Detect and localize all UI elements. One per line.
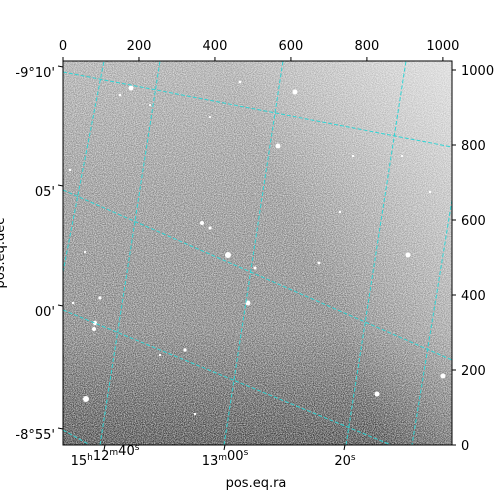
star-source [440,373,446,379]
star-source [193,412,197,416]
ra-tick-mark [103,444,106,451]
star-source [405,252,411,258]
grid-line [223,61,284,445]
grid-line [63,189,452,361]
ra-tick-label: 15h12m40s [71,443,140,469]
right-tick-label: 200 [461,364,486,379]
right-tick-label: 600 [461,214,486,229]
ra-tick-label: 13m00s [202,448,249,469]
grid-line [99,61,161,445]
star-source [253,266,257,270]
star-source [400,154,404,158]
star-source [118,93,122,97]
right-tick-label: 1000 [461,64,494,79]
star-source [225,252,231,258]
grid-line [63,309,393,445]
top-tick-label: 600 [279,39,304,54]
top-tick-label: 200 [127,39,152,54]
dec-tick-mark [57,427,64,430]
right-tick-label: 800 [461,139,486,154]
sky-image [63,61,452,445]
dec-tick-label: 00' [35,305,55,320]
dec-tick-label: -8°55' [15,428,55,443]
dec-tick-label: -9°10' [15,66,55,81]
star-source [351,154,355,158]
coordinate-grid [63,61,452,445]
grid-line [63,429,91,445]
star-source [68,168,72,172]
dec-tick-label: 05' [35,185,55,200]
axes: 0 200 400 600 800 1000 0 200 400 600 800 1000 -9°10'… [15,39,494,469]
star-source [238,80,242,84]
grid-line [345,61,407,445]
ra-tick-mark [343,444,346,451]
star-source [292,89,298,95]
star-source [92,327,96,331]
star-source [71,301,75,305]
star-sources [68,80,446,416]
grid-line [63,71,452,148]
star-source [245,300,251,306]
top-tick-label: 400 [203,39,228,54]
top-tick-label: 1000 [426,39,459,54]
ra-tick-mark [223,444,226,451]
dec-tick-mark [57,65,64,68]
star-source [428,190,432,194]
dec-axis-label: pos.eq.dec [0,218,8,289]
star-source [128,85,134,91]
right-tick-label: 0 [461,439,469,454]
dec-tick-mark [57,184,64,187]
star-source [83,396,89,402]
grid-line [411,199,452,445]
star-source [275,143,281,149]
star-source [200,221,204,225]
ra-tick-label: 20s [334,453,356,469]
right-tick-label: 400 [461,289,486,304]
dec-tick-mark [57,304,64,307]
star-source [208,115,212,119]
top-tick-label: 800 [354,39,379,54]
star-source [208,226,212,230]
star-source [317,261,321,265]
star-source [183,348,187,352]
star-source [338,210,342,214]
star-source [83,250,87,254]
ra-axis-label: pos.eq.ra [226,476,287,491]
plot-frame [62,60,453,446]
star-source [92,320,98,326]
top-tick-label: 0 [59,39,67,54]
star-source [158,353,162,357]
star-source [148,103,152,107]
star-source [98,296,102,300]
star-source [374,391,380,397]
